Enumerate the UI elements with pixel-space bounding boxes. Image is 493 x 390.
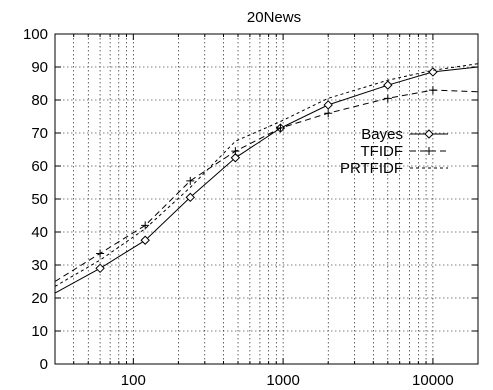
data-point-plus (276, 124, 285, 133)
series-line (54, 89, 479, 282)
data-point-diamond (383, 80, 393, 90)
legend-item-bayes: Bayes (361, 126, 448, 143)
legend-item-tfidf: TFIDF (361, 143, 448, 160)
y-tick-label: 100 (23, 26, 48, 43)
y-tick-label: 40 (31, 224, 48, 241)
data-point-diamond (140, 235, 150, 245)
data-point-diamond (95, 263, 105, 274)
plot-frame (54, 33, 479, 365)
legend-item-prtfidf: PRTFIDF (340, 160, 448, 177)
data-point-plus (428, 86, 437, 95)
data-point-diamond (323, 100, 333, 110)
series-line (54, 63, 479, 287)
grid-lines (55, 34, 478, 364)
data-point-diamond (230, 153, 241, 163)
axis-ticks: 0 10 20 30 40 50 60 70 80 90 100 100 1000 10000 (23, 26, 478, 389)
series-line (54, 66, 479, 294)
legend-label: TFIDF (361, 143, 404, 160)
data-point-plus (324, 109, 333, 118)
x-tick-label: 1000 (266, 372, 299, 389)
legend-label: Bayes (361, 126, 403, 143)
x-tick-label: 100 (121, 372, 146, 389)
data-point-diamond (428, 67, 438, 77)
data-point-plus (425, 147, 433, 155)
y-tick-label: 0 (40, 356, 48, 373)
chart-title: 20News (247, 9, 301, 26)
y-tick-label: 10 (31, 323, 48, 340)
series-prtfidf (54, 63, 479, 287)
y-tick-label: 60 (31, 158, 48, 175)
y-tick-label: 50 (31, 191, 48, 208)
y-tick-label: 20 (31, 290, 48, 307)
data-point-plus (383, 94, 392, 103)
data-point-diamond (185, 192, 195, 203)
data-point-diamond (424, 129, 434, 139)
data-point-plus (141, 221, 150, 230)
y-tick-label: 30 (31, 257, 48, 274)
series-bayes (54, 66, 479, 294)
y-tick-label: 90 (31, 59, 48, 76)
y-tick-label: 80 (31, 92, 48, 109)
y-tick-label: 70 (31, 125, 48, 142)
legend-label: PRTFIDF (340, 160, 403, 177)
x-tick-label: 10000 (412, 372, 454, 389)
data-point-plus (231, 147, 240, 156)
data-point-plus (96, 249, 105, 258)
series-tfidf (54, 86, 479, 282)
series-group (54, 63, 479, 294)
data-point-plus (186, 176, 195, 185)
